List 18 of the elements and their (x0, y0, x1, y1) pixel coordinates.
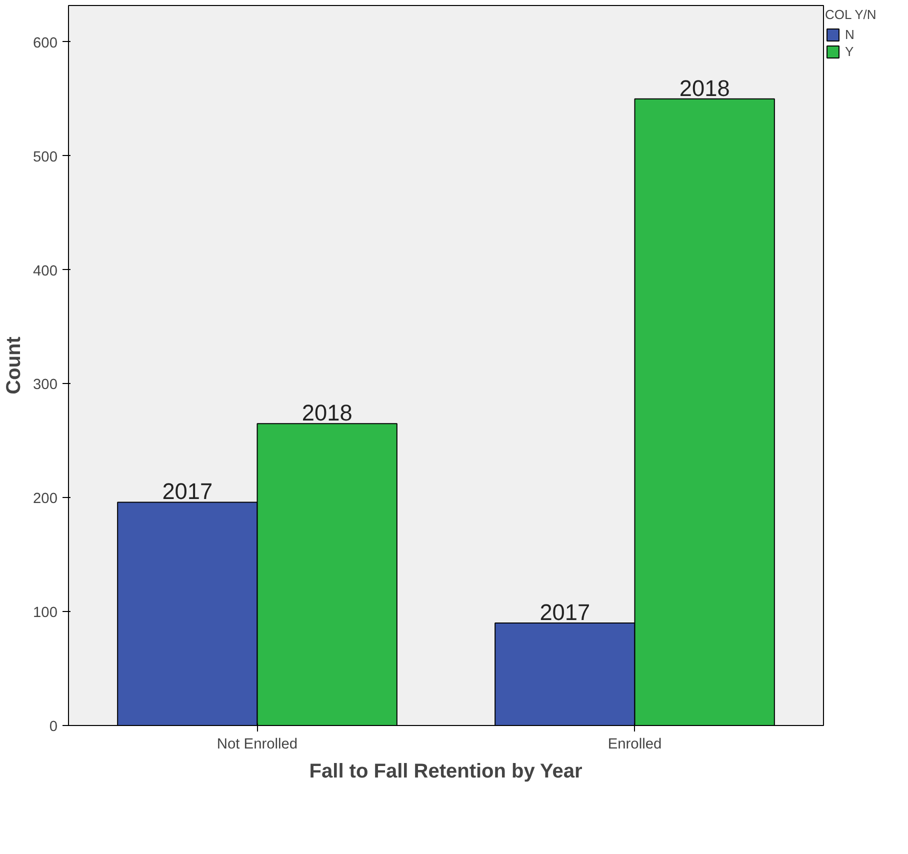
annotation: 2017 (162, 478, 213, 504)
y-tick-label: 400 (33, 263, 58, 280)
x-tick-label: Not Enrolled (216, 736, 298, 752)
annotation: 2017 (540, 598, 590, 625)
y-tick-label: 0 (49, 719, 58, 735)
y-tick-label: 100 (33, 605, 58, 622)
annotation: 2018 (302, 400, 352, 426)
y-tick-label: 300 (33, 377, 58, 394)
legend-label: Y (845, 44, 855, 59)
x-tick-label: Enrolled (608, 736, 662, 752)
y-axis-title: Count (3, 336, 26, 394)
annotation: 2018 (679, 74, 730, 101)
y-tick-label: 200 (33, 491, 58, 508)
y-tick-label: 600 (33, 35, 58, 52)
x-axis-title: Fall to Fall Retention by Year (309, 760, 583, 782)
legend-title: COL Y/N (825, 7, 876, 22)
y-tick-label: 500 (33, 149, 58, 166)
legend-label: N (845, 27, 856, 42)
